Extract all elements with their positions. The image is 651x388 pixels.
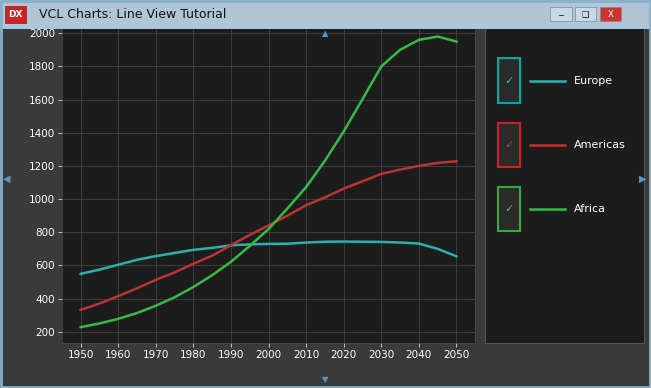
FancyBboxPatch shape xyxy=(498,59,520,103)
Text: VCL Charts: Line View Tutorial: VCL Charts: Line View Tutorial xyxy=(39,8,227,21)
Text: ❑: ❑ xyxy=(582,10,589,19)
FancyBboxPatch shape xyxy=(498,123,520,167)
Text: Europe: Europe xyxy=(574,76,613,86)
Text: ✓: ✓ xyxy=(505,76,514,86)
Text: ▶: ▶ xyxy=(639,173,646,184)
FancyBboxPatch shape xyxy=(498,187,520,231)
Text: ✓: ✓ xyxy=(505,204,514,214)
Text: ▼: ▼ xyxy=(322,375,329,384)
Text: ◀: ◀ xyxy=(3,173,10,184)
Text: ▲: ▲ xyxy=(322,29,329,38)
Text: ✓: ✓ xyxy=(505,140,514,150)
Text: Africa: Africa xyxy=(574,204,606,214)
Text: Americas: Americas xyxy=(574,140,626,150)
Text: ─: ─ xyxy=(559,10,563,19)
Text: X: X xyxy=(607,10,613,19)
Text: DX: DX xyxy=(8,10,23,19)
